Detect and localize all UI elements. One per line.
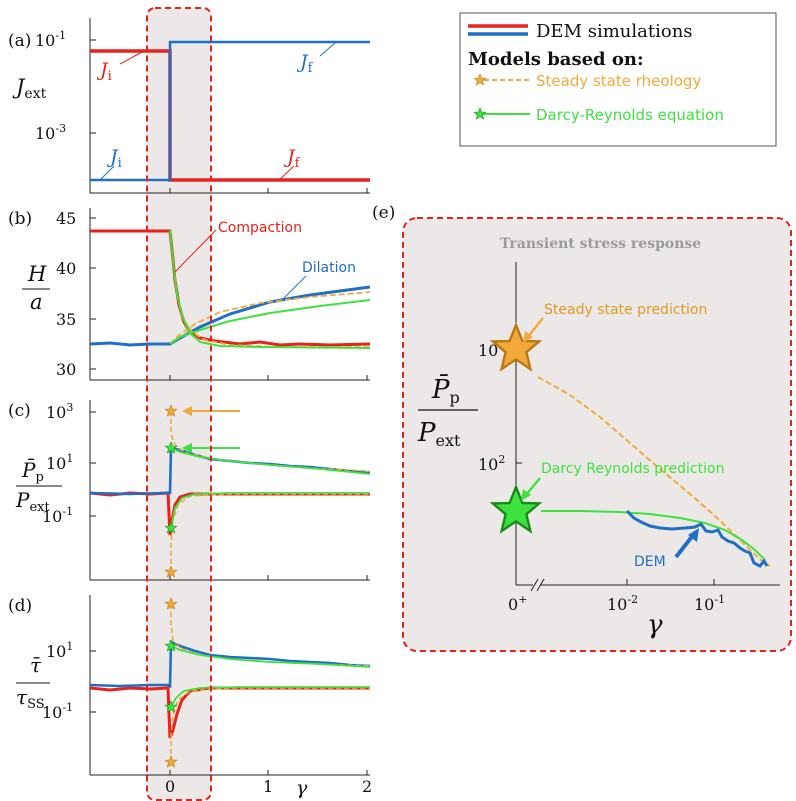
panel-b-label: (b) [8,209,32,229]
transient-highlight-box [146,7,212,801]
panel-e-dem-annotation: DEM [634,554,666,570]
panel-c-series [90,411,370,572]
panel-b-series [90,228,370,349]
panel-d-steady-lower [170,687,370,762]
panel-e-axes [515,262,780,586]
panel-b-ytick-30: 30 [56,360,76,379]
panel-a-ylabel: Jext [12,75,47,102]
panel-e-title: Transient stress response [500,236,701,252]
panel-b-axes [89,208,370,381]
panel-a-ji-blue: Ji [106,146,122,171]
panel-e-xlabel: γ [647,610,663,640]
panel-d-ylabel-den: τSS [16,685,45,712]
panel-a-axes [89,18,370,194]
panel-d-darcy-upper [170,645,370,668]
panel-c-dem-red [90,491,370,536]
panel-d-ytick-1e-1: 10-1 [42,701,73,722]
panel-c-darcy-upper [170,447,370,475]
legend-darcy-label: Darcy-Reynolds equation [536,106,724,124]
panel-b-darcy-dilation [169,299,370,345]
panel-b: (b) 45 40 35 30 H a Compaction Dilation [8,208,370,381]
panel-e-series [537,376,771,568]
panel-a-dem-blue [90,40,370,182]
panel-d-dem-red [90,686,370,739]
panel-a-label: (a) [8,31,31,51]
panel-d-xtick-2: 2 [362,777,372,796]
panel-c-label: (c) [8,401,31,421]
panel-c-axes [89,400,370,581]
legend-models-header: Models based on: [468,49,644,70]
panel-e-dem-arrow [674,532,696,559]
panel-e: (e) Transient stress response 103 102 0+… [372,203,792,652]
panel-e-steady-annotation: Steady state prediction [544,302,707,318]
panel-d-darcy-lower [170,686,370,708]
panel-b-annotations: Compaction Dilation [174,220,356,301]
panel-b-dilation-label: Dilation [302,260,356,276]
panel-a-dem-red [90,49,370,182]
panel-a-jf-red: Jf [283,146,301,171]
panel-b-ytick-40: 40 [56,259,76,278]
legend: DEM simulations Models based on: Steady … [459,12,777,147]
panel-b-ylabel: H a [22,262,50,314]
panel-d-xtick-1: 1 [263,777,273,796]
panel-c-orange-arrowhead [182,406,192,416]
panel-e-darcy-arrowhead [521,489,531,501]
panel-d-xtick-0: 0 [165,777,175,796]
panel-c-dem-blue [90,446,370,496]
panel-a-ytick-top: 10-1 [35,29,66,50]
panel-d-steady-upper [170,604,370,667]
panel-e-dem-curve [625,509,769,568]
transient-shade [147,8,211,800]
panel-c-ytick-1e1: 101 [46,452,73,473]
panel-a-jf-blue: Jf [296,51,314,76]
panel-b-ytick-45: 45 [56,209,76,228]
panel-a-ytick-bottom: 10-3 [35,122,66,143]
panel-c-darcy-lower [170,492,370,529]
panel-e-darcy-annotation: Darcy Reynolds prediction [541,461,724,477]
panel-e-axis-break [530,578,545,592]
panel-d-label: (d) [8,596,32,616]
legend-dem-label: DEM simulations [536,21,693,42]
panel-a-ji-red: Ji [96,59,112,84]
panel-e-dem-arrowhead [688,528,699,542]
panel-d-ylabel: τ̄ τSS [16,653,50,712]
panel-a-series [90,40,370,182]
panel-e-steady-arrowhead [523,331,533,343]
panel-b-ylabel-num: H [27,262,47,286]
panel-b-steady-dilation [169,291,370,345]
panel-c-markers [164,404,240,578]
panel-d-xlabel: γ [296,777,308,799]
panel-d-ytick-1e1: 101 [46,640,73,661]
panel-e-darcy-curve [541,510,766,561]
panel-d-ylabel-num: τ̄ [30,653,42,677]
panel-b-compaction-label: Compaction [218,220,302,236]
legend-steady-label: Steady state rheology [536,72,701,90]
panel-c-green-arrowhead [182,443,192,453]
panel-c-ylabel-num: P̄p [21,457,44,485]
panel-b-dem-blue [90,285,370,347]
panel-b-dem-red [90,229,370,347]
panel-e-box [402,217,792,652]
panel-e-label: (e) [372,203,395,223]
panel-b-ytick-35: 35 [56,310,76,329]
panel-d-series [90,604,370,762]
panel-c-ylabel-den: Pext [15,488,50,515]
panel-b-ylabel-den: a [30,290,43,314]
panel-c-ytick-1e3: 103 [46,401,73,422]
panel-d-dem-blue [90,640,370,689]
panel-e-annotations: Steady state prediction Darcy Reynolds p… [521,302,724,570]
panel-a-annotations: Ji Jf Ji Jf [96,41,337,181]
panel-e-steady-curve [537,376,771,567]
